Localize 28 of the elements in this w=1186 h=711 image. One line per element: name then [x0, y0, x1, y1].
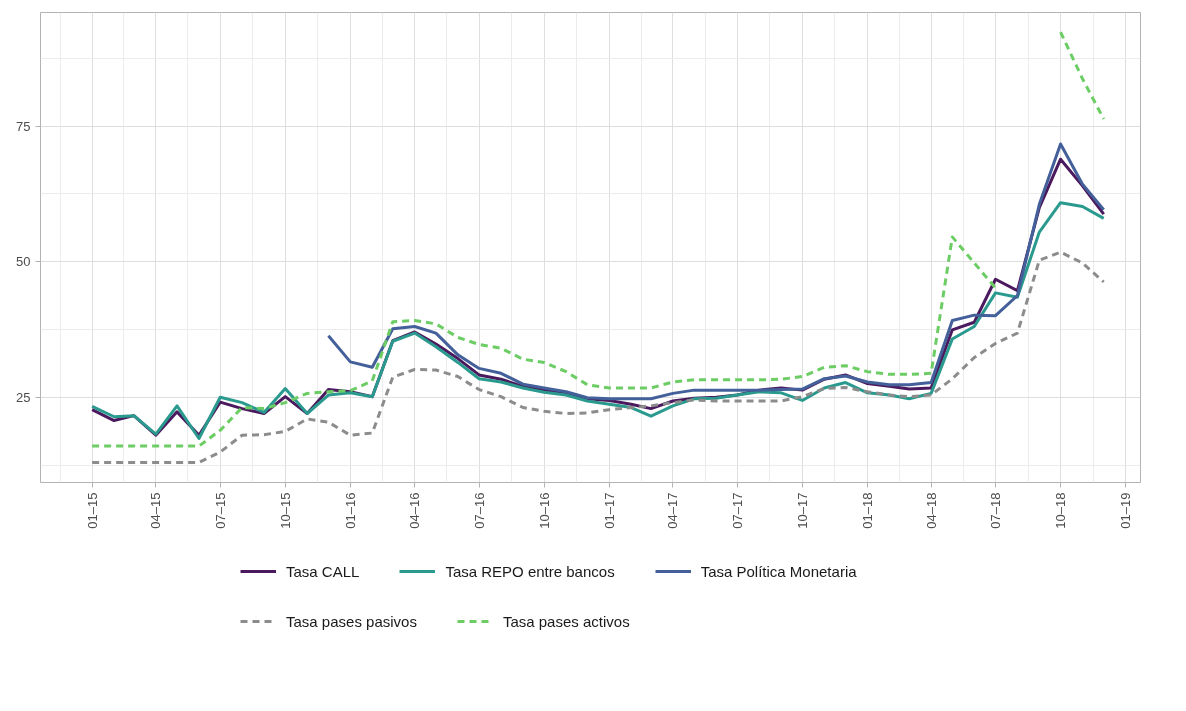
- x-tick-label: 01–16: [342, 492, 358, 529]
- x-tick-label: 04–15: [148, 492, 164, 529]
- x-tick-label: 10–15: [277, 492, 293, 529]
- x-tick-label: 04–18: [923, 492, 939, 529]
- line-series: [90, 201, 1106, 440]
- y-tick-label: 75: [16, 118, 31, 134]
- x-tick-label: 01–15: [84, 492, 100, 529]
- y-tick-label: 25: [16, 390, 31, 406]
- x-tick-label: 01–19: [1118, 492, 1134, 529]
- legend-label: Tasa pases activos: [502, 612, 630, 630]
- x-tick-label: 10–17: [794, 492, 810, 529]
- x-tick-label: 07–16: [471, 492, 487, 529]
- x-tick-label: 04–17: [665, 492, 681, 529]
- x-tick-label: 07–15: [212, 492, 228, 529]
- line-series: [90, 250, 1106, 464]
- legend-label: Tasa CALL: [286, 562, 360, 580]
- x-tick-label: 01–18: [859, 492, 875, 529]
- legend-label: Tasa pases pasivos: [286, 612, 417, 630]
- legend-label: Tasa Política Monetaria: [700, 562, 857, 580]
- x-tick-label: 01–17: [601, 492, 617, 529]
- x-tick-label: 07–17: [729, 492, 745, 529]
- x-tick-label: 10–16: [536, 492, 552, 529]
- line-series: [326, 142, 1106, 401]
- y-tick-label: 50: [16, 254, 31, 270]
- x-tick-label: 04–16: [407, 492, 423, 529]
- legend-label: Tasa REPO entre bancos: [445, 562, 615, 580]
- x-tick-label: 10–18: [1053, 492, 1069, 529]
- x-tick-label: 07–18: [987, 492, 1003, 529]
